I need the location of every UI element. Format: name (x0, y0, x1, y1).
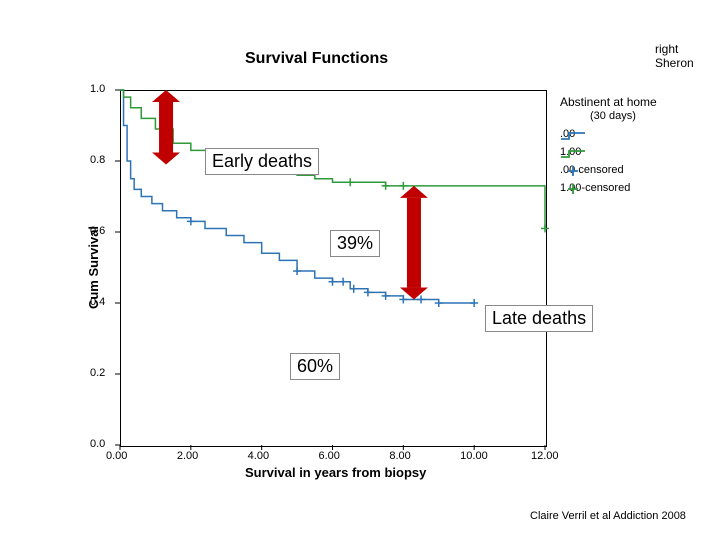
x-tick-label: 6.00 (319, 450, 340, 462)
y-tick-label: 0.6 (90, 225, 105, 237)
y-tick-label: 0.2 (90, 367, 105, 379)
x-tick-label: 8.00 (389, 450, 410, 462)
pct-60-label: 60% (290, 353, 340, 380)
y-tick-label: 0.4 (90, 296, 105, 308)
legend-item: 1.00-censored (560, 182, 630, 194)
slide: right Sheron Survival Functions Cum Surv… (0, 0, 720, 540)
legend-subtitle: (30 days) (590, 110, 636, 122)
y-tick-label: 1.0 (90, 83, 105, 95)
x-tick-label: 12.00 (531, 450, 559, 462)
series-1.00 (120, 90, 545, 228)
early-deaths-arrow (159, 102, 173, 153)
x-tick-label: 0.00 (106, 450, 127, 462)
citation: Claire Verril et al Addiction 2008 (530, 510, 686, 522)
legend-item: .00 censored (560, 164, 624, 176)
pct-39-label: 39% (330, 230, 380, 257)
legend-item: .00 (560, 128, 575, 140)
late-deaths-arrow (407, 198, 421, 288)
y-tick-label: 0.0 (90, 438, 105, 450)
late-deaths-label: Late deaths (485, 305, 593, 332)
x-tick-label: 2.00 (177, 450, 198, 462)
legend-item: 1.00 (560, 146, 581, 158)
early-deaths-label: Early deaths (205, 148, 319, 175)
x-tick-label: 4.00 (248, 450, 269, 462)
x-tick-label: 10.00 (460, 450, 488, 462)
legend-title: Abstinent at home (560, 95, 657, 109)
y-tick-label: 0.8 (90, 154, 105, 166)
